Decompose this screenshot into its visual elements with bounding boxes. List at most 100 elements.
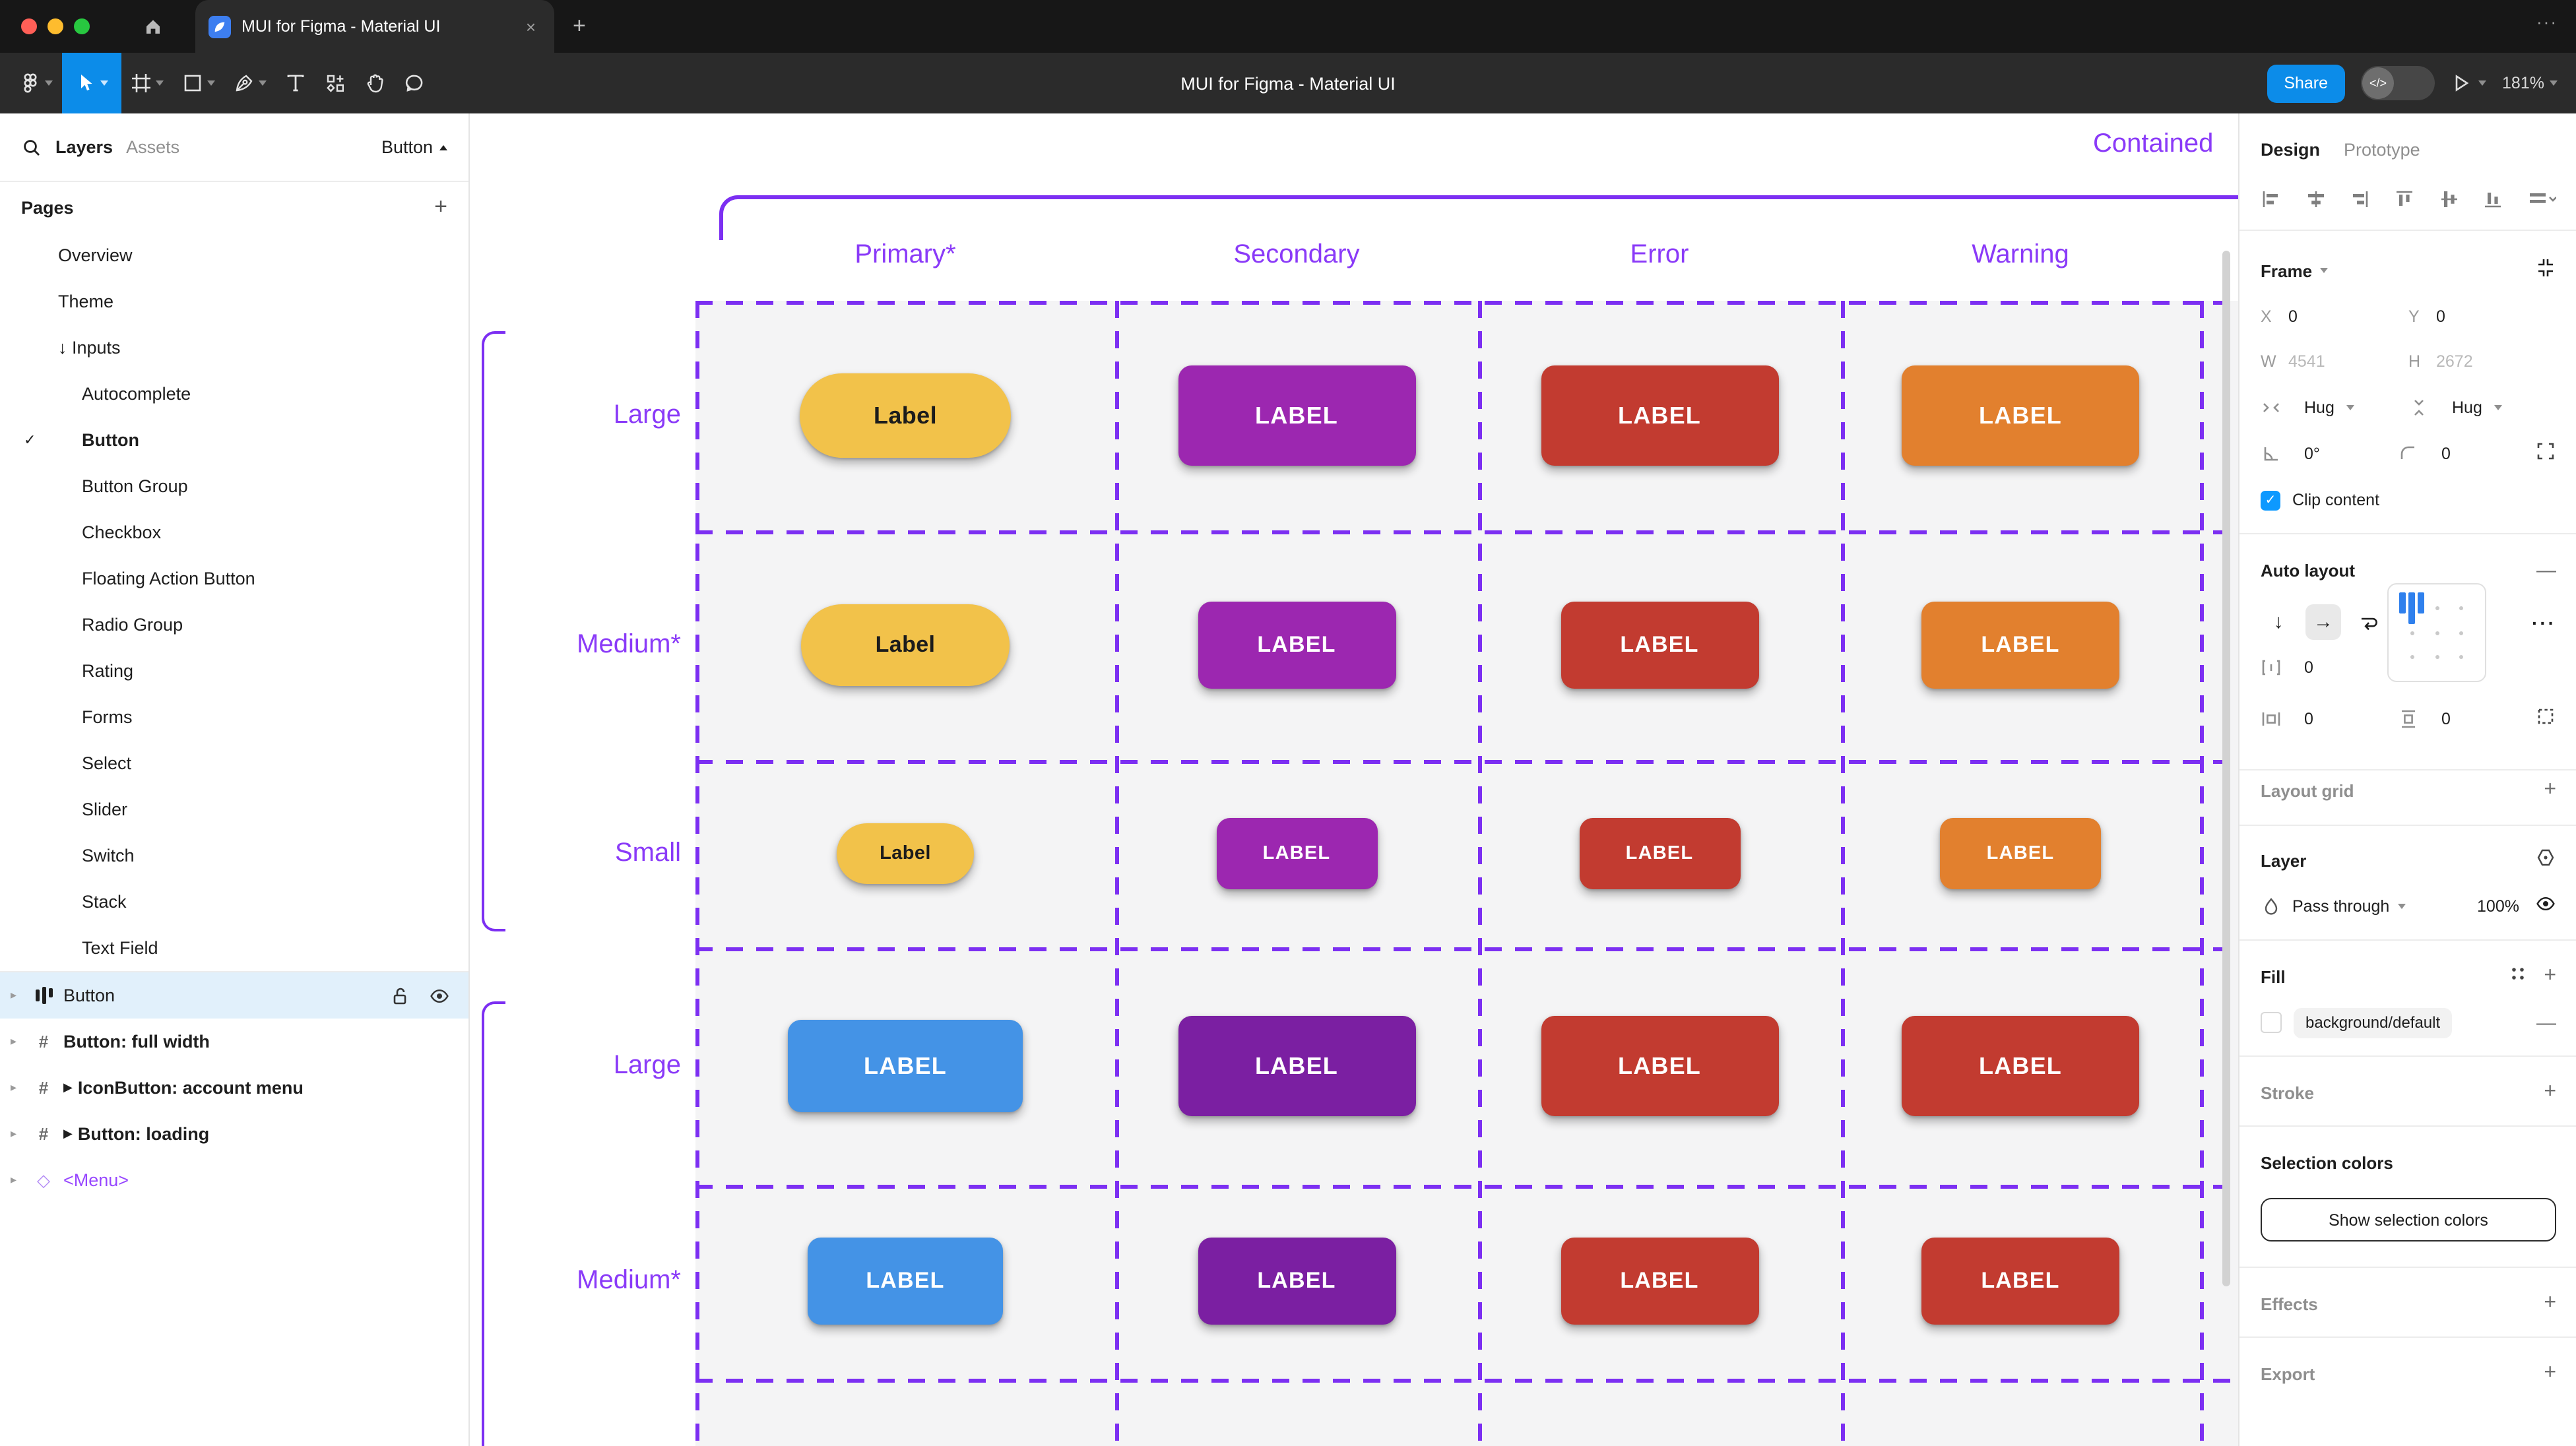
alignment-dot[interactable] (2435, 631, 2439, 635)
expand-caret-icon[interactable]: ▸ (11, 1034, 17, 1048)
canvas-button-large-1[interactable]: LABEL (788, 1020, 1023, 1112)
canvas-button-medium-2[interactable]: LABEL (1198, 1238, 1396, 1325)
alignment-dot[interactable] (2459, 631, 2463, 635)
layer-item-button[interactable]: ▸ Button (0, 972, 468, 1019)
present-button[interactable] (2451, 73, 2487, 94)
window-menu-icon[interactable]: ··· (2536, 12, 2558, 32)
vertical-padding-field[interactable]: 0 (2398, 708, 2535, 730)
page-item-autocomplete[interactable]: Autocomplete (0, 371, 468, 417)
expand-caret-icon[interactable]: ▸ (11, 1081, 17, 1094)
page-item-button-group[interactable]: Button Group (0, 463, 468, 509)
canvas-button-small-2[interactable]: LABEL (1216, 818, 1377, 889)
column-header-warning[interactable]: Warning (1972, 240, 2069, 269)
hand-tool[interactable] (355, 53, 395, 113)
add-fill-button[interactable]: + (2544, 964, 2556, 987)
page-item-inputs[interactable]: ↓ Inputs (0, 325, 468, 371)
individual-padding-icon[interactable] (2535, 705, 2556, 733)
page-item-radio-group[interactable]: Radio Group (0, 602, 468, 648)
tab-design[interactable]: Design (2261, 139, 2321, 159)
canvas-button-small-1[interactable]: Label (837, 823, 974, 884)
collapse-details-icon[interactable] (2535, 257, 2556, 284)
file-tab[interactable]: MUI for Figma - Material UI × (195, 0, 554, 53)
layer-item-iconbutton-account-menu[interactable]: ▸ # ▶ IconButton: account menu (0, 1065, 468, 1111)
canvas-button-large-4[interactable]: LABEL (1902, 365, 2139, 466)
layer-item-button-loading[interactable]: ▸ # ▶ Button: loading (0, 1111, 468, 1157)
add-effect-button[interactable]: + (2544, 1292, 2556, 1314)
alignment-dot[interactable] (2410, 654, 2415, 659)
comment-tool[interactable] (395, 53, 434, 113)
text-tool[interactable] (276, 53, 315, 113)
home-icon[interactable] (127, 16, 179, 37)
page-item-rating[interactable]: Rating (0, 648, 468, 694)
fill-color-swatch[interactable] (2261, 1012, 2282, 1033)
add-export-button[interactable]: + (2544, 1362, 2556, 1384)
page-item-text-field[interactable]: Text Field (0, 925, 468, 971)
canvas-button-small-3[interactable]: LABEL (1579, 818, 1740, 889)
page-item-button[interactable]: ✓ Button (0, 417, 468, 463)
canvas-button-large-1[interactable]: Label (800, 373, 1011, 458)
alignment-dot[interactable] (2435, 654, 2439, 659)
layer-item-button-full-width[interactable]: ▸ # Button: full width (0, 1019, 468, 1065)
corner-radius-field[interactable]: 0 (2398, 443, 2535, 464)
frame-tool[interactable] (121, 53, 173, 113)
new-tab-button[interactable]: + (573, 13, 586, 38)
width-field[interactable]: W 4541 (2261, 352, 2325, 371)
height-field[interactable]: H 2672 (2408, 352, 2473, 371)
expand-caret-icon[interactable]: ▸ (11, 1127, 17, 1140)
canvas-button-medium-4[interactable]: LABEL (1921, 1238, 2119, 1325)
tab-prototype[interactable]: Prototype (2344, 139, 2420, 159)
align-right-icon[interactable] (2350, 188, 2371, 216)
add-stroke-button[interactable]: + (2544, 1081, 2556, 1103)
page-item-slider[interactable]: Slider (0, 786, 468, 833)
tab-layers[interactable]: Layers (55, 137, 113, 157)
canvas-button-large-4[interactable]: LABEL (1902, 1016, 2139, 1116)
visibility-eye-icon[interactable] (429, 985, 450, 1006)
page-item-checkbox[interactable]: Checkbox (0, 509, 468, 555)
canvas-button-large-3[interactable]: LABEL (1541, 1016, 1778, 1116)
horizontal-padding-field[interactable]: 0 (2261, 708, 2398, 730)
align-top-icon[interactable] (2394, 188, 2415, 216)
page-item-floating-action-button[interactable]: Floating Action Button (0, 555, 468, 602)
align-left-icon[interactable] (2261, 188, 2282, 216)
move-tool[interactable] (62, 53, 121, 113)
alignment-dot[interactable] (2459, 606, 2463, 611)
zoom-window-button[interactable] (74, 18, 90, 34)
frame-section-title[interactable]: Frame (2261, 261, 2313, 280)
distribute-spacing-icon[interactable] (2527, 188, 2557, 216)
close-window-button[interactable] (21, 18, 37, 34)
canvas-button-large-2[interactable]: LABEL (1178, 1016, 1415, 1116)
row-label-medium[interactable]: Medium* (577, 1266, 681, 1295)
page-item-forms[interactable]: Forms (0, 694, 468, 740)
canvas-button-medium-2[interactable]: LABEL (1198, 602, 1396, 689)
page-item-select[interactable]: Select (0, 740, 468, 786)
column-header-secondary[interactable]: Secondary (1233, 240, 1360, 269)
add-layout-grid-button[interactable]: + (2544, 778, 2556, 801)
alignment-dot[interactable] (2435, 606, 2439, 611)
layer-item-menu[interactable]: ▸ ◇ <Menu> (0, 1157, 468, 1203)
tab-close-icon[interactable]: × (525, 16, 536, 36)
canvas-button-large-3[interactable]: LABEL (1541, 365, 1778, 466)
page-item-theme[interactable]: Theme (0, 278, 468, 325)
frame-title[interactable]: Contained (2093, 129, 2214, 158)
canvas[interactable]: Contained Primary* Secondary Error Warning … (470, 113, 2238, 1446)
page-item-overview[interactable]: Overview (0, 232, 468, 278)
canvas-button-large-2[interactable]: LABEL (1178, 365, 1415, 466)
expand-caret-icon[interactable]: ▸ (11, 988, 17, 1001)
page-item-switch[interactable]: Switch (0, 833, 468, 879)
layer-styles-icon[interactable] (2535, 846, 2556, 874)
clip-content-checkbox[interactable]: ✓ (2261, 490, 2280, 510)
canvas-button-medium-3[interactable]: LABEL (1561, 602, 1758, 689)
auto-layout-wrap-button[interactable] (2350, 604, 2386, 640)
row-label-large[interactable]: Large (613, 400, 681, 429)
auto-layout-horizontal-button[interactable]: → (2305, 604, 2341, 640)
item-spacing-field[interactable]: 0 (2261, 657, 2408, 678)
align-horizontal-center-icon[interactable] (2305, 188, 2326, 216)
remove-auto-layout-button[interactable]: — (2536, 559, 2556, 581)
layer-visibility-eye-icon[interactable] (2535, 893, 2556, 920)
align-vertical-center-icon[interactable] (2438, 188, 2459, 216)
canvas-button-small-4[interactable]: LABEL (1940, 818, 2101, 889)
canvas-button-medium-1[interactable]: Label (801, 604, 1010, 686)
dev-mode-toggle[interactable]: </> (2361, 66, 2435, 100)
